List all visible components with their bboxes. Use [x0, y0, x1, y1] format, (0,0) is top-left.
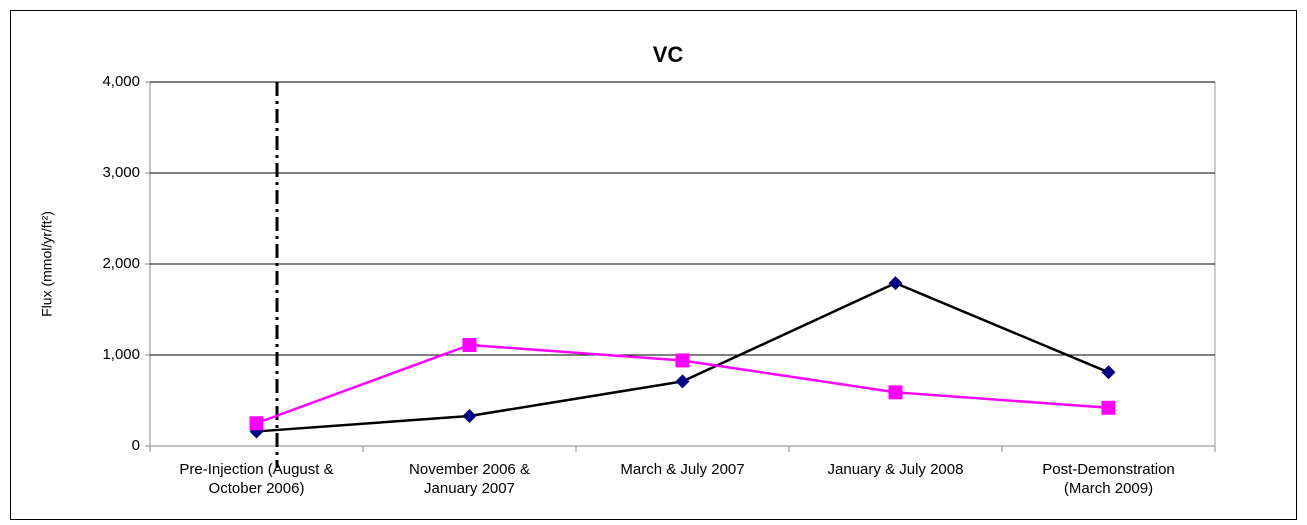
- y-axis-label: Flux (mmol/yr/ft²): [39, 211, 55, 317]
- chart-border: [10, 10, 1297, 520]
- y-tick-label: 4,000: [102, 73, 140, 90]
- x-tick-label: January & July 2008: [827, 461, 964, 478]
- x-tick-label: Pre-Injection (August & October 2006): [179, 461, 334, 497]
- y-tick-label: 2,000: [102, 255, 140, 272]
- x-tick-label: March & July 2007: [620, 461, 745, 478]
- marker: [1101, 365, 1116, 380]
- x-tick-label: Post-Demonstration (March 2009): [1042, 461, 1175, 497]
- marker: [675, 353, 690, 368]
- x-tick-label: November 2006 & January 2007: [409, 461, 530, 497]
- y-tick-label: 0: [132, 437, 140, 454]
- marker: [888, 276, 903, 291]
- y-tick-label: 3,000: [102, 164, 140, 181]
- marker: [462, 337, 477, 352]
- marker: [1101, 400, 1116, 415]
- marker: [888, 385, 903, 400]
- marker: [675, 374, 690, 389]
- chart-title: VC: [653, 42, 684, 67]
- marker: [249, 416, 264, 431]
- y-tick-label: 1,000: [102, 346, 140, 363]
- marker: [462, 408, 477, 423]
